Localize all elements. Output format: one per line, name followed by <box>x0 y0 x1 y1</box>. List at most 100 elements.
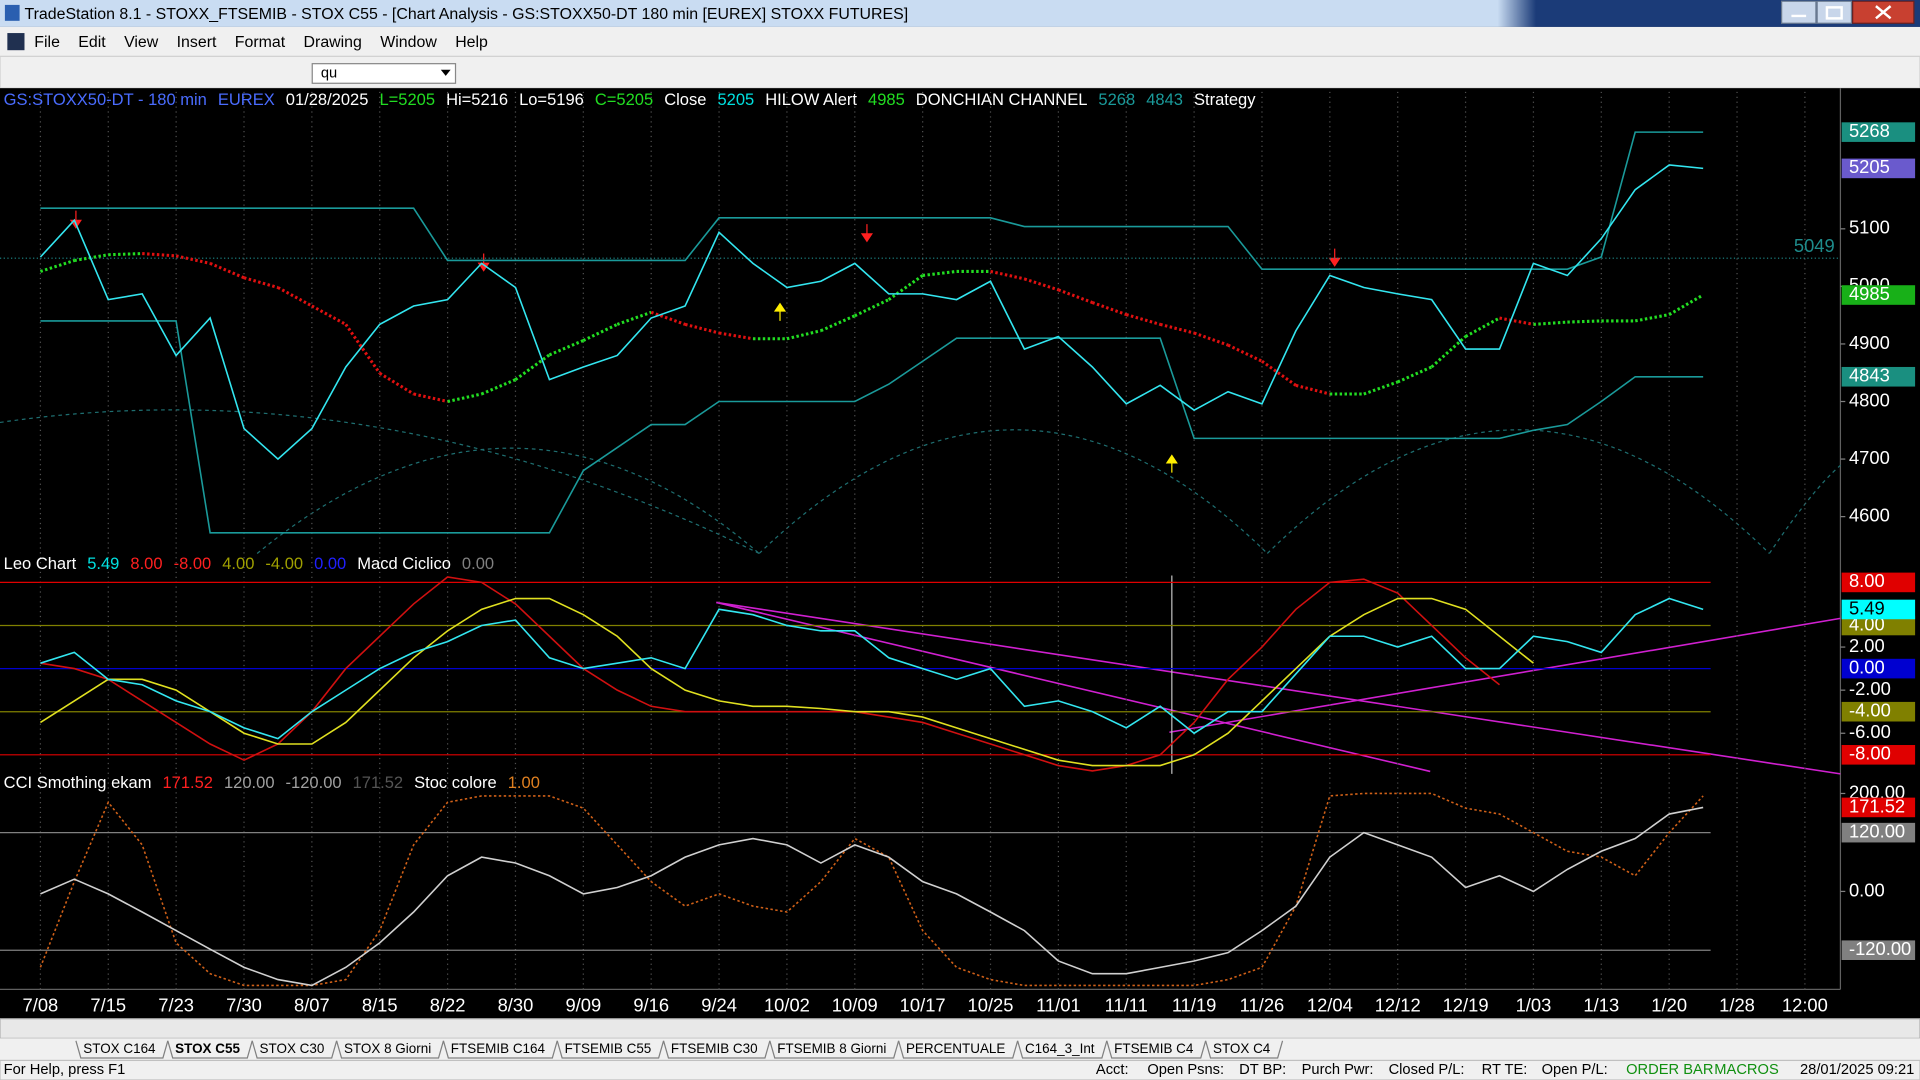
window-title: TradeStation 8.1 - STOXX_FTSEMIB - STOX … <box>24 6 908 23</box>
app-icon <box>4 4 20 21</box>
symbol-text[interactable]: qu <box>321 65 337 81</box>
y-tick-label: 4600 <box>1849 504 1890 525</box>
menu-item[interactable]: Format <box>235 34 286 51</box>
sheet-tab[interactable]: STOX C30 <box>260 1041 325 1056</box>
indicator-segment <box>74 253 109 262</box>
minimize-button[interactable] <box>1781 0 1817 24</box>
value-marker <box>1841 797 1916 818</box>
menu-item[interactable]: Insert <box>177 34 217 51</box>
tab-outline <box>336 1040 445 1059</box>
menu-item[interactable]: Help <box>455 34 488 51</box>
indicator-segment <box>39 259 75 273</box>
sheet-tab[interactable]: FTSEMIB C4 <box>1114 1041 1194 1056</box>
symbol-input[interactable] <box>311 63 457 84</box>
sheet-tab[interactable]: STOX C55 <box>175 1041 240 1056</box>
indicator-segment <box>1499 316 1534 326</box>
menu-item[interactable]: File <box>34 34 60 51</box>
indicator-segment <box>1363 380 1399 396</box>
indicator-segment <box>480 378 517 396</box>
value-marker-label: 5268 <box>1849 120 1890 141</box>
indicator-segment <box>1634 313 1670 323</box>
y-tick-label: 0.00 <box>1849 656 1885 677</box>
legend-item: GS:STOXX50-DT - 180 min <box>4 90 207 109</box>
sheet-tab[interactable]: FTSEMIB C30 <box>671 1041 758 1056</box>
y-tick-label: -4.00 <box>1849 700 1891 721</box>
x-tick-label: 1/03 <box>1516 994 1552 1015</box>
legend-item: CCI Smothing ekam <box>4 773 152 792</box>
indicator-segment <box>447 392 482 404</box>
tab-outline <box>251 1040 338 1059</box>
legend-item: -120.00 <box>286 773 342 792</box>
value-marker-label: 5205 <box>1849 156 1890 177</box>
legend-item: DONCHIAN CHANNEL <box>916 90 1088 109</box>
sheet-tab[interactable]: C164_3_Int <box>1025 1041 1095 1056</box>
legend-item: 120.00 <box>224 773 275 792</box>
tab-outline <box>167 1040 253 1059</box>
maximize-button[interactable] <box>1816 0 1853 24</box>
y-tick-label: 4700 <box>1849 447 1890 468</box>
y-tick-label: -6.00 <box>1849 721 1891 742</box>
legend-item: 4985 <box>868 90 905 109</box>
tab-outline <box>442 1040 558 1059</box>
scrollbar[interactable] <box>0 1018 1920 1039</box>
menu-item[interactable]: Window <box>380 34 437 51</box>
legend-item: L=5205 <box>379 90 435 109</box>
x-tick-label: 12/19 <box>1443 994 1489 1015</box>
chart-area <box>0 88 1920 1019</box>
value-marker-label: 4985 <box>1849 283 1890 304</box>
indicator-segment <box>311 304 347 326</box>
menu-item[interactable]: View <box>124 34 159 51</box>
legend-item: 5268 <box>1098 90 1135 109</box>
sheet-tab[interactable]: STOX C4 <box>1213 1041 1271 1056</box>
x-tick-label: 11/26 <box>1240 994 1285 1015</box>
menu-item[interactable]: Edit <box>78 34 106 51</box>
legend-item: Stoc colore <box>414 773 497 792</box>
legend-item: 171.52 <box>353 773 404 792</box>
status-bar <box>0 1059 1920 1080</box>
indicator-segment <box>1159 322 1195 335</box>
y-tick-label: 5100 <box>1849 217 1890 238</box>
legend-item: Macd Ciclico <box>357 554 451 573</box>
value-marker <box>1841 158 1916 179</box>
y-tick-label: 200.00 <box>1849 781 1905 802</box>
indicator-segment <box>1295 383 1331 396</box>
indicator-segment <box>922 269 957 277</box>
status-macros[interactable]: MACROS <box>1714 1062 1779 1078</box>
legend-item: Close <box>664 90 706 109</box>
indicator-segment <box>514 353 551 381</box>
value-marker <box>1841 366 1916 387</box>
legend-item: 4.00 <box>222 554 254 573</box>
status-order-bar[interactable]: ORDER BAR <box>1626 1062 1713 1078</box>
legend-item: -8.00 <box>174 554 212 573</box>
sheet-tab[interactable]: FTSEMIB 8 Giorni <box>777 1041 886 1056</box>
title-bar <box>0 0 1920 27</box>
tab-outline <box>75 1040 169 1059</box>
sheet-tab[interactable]: FTSEMIB C55 <box>565 1041 652 1056</box>
x-tick-label: 8/07 <box>294 994 330 1015</box>
indicator-segment <box>142 252 177 258</box>
indicator-segment <box>378 371 415 396</box>
y-tick-label: -120.00 <box>1849 938 1911 959</box>
legend-item: 4843 <box>1146 90 1183 109</box>
y-tick-label: 4900 <box>1849 332 1890 353</box>
sheet-tab[interactable]: FTSEMIB C164 <box>451 1041 546 1056</box>
legend-item: 0.00 <box>462 554 494 573</box>
indicator-segment <box>413 392 448 404</box>
menu-item[interactable]: Drawing <box>304 34 362 51</box>
x-tick-label: 10/09 <box>832 994 878 1015</box>
value-marker <box>1841 285 1916 305</box>
legend-item: Lo=5196 <box>519 90 584 109</box>
sheet-tab[interactable]: STOX 8 Giorni <box>344 1041 431 1056</box>
tick-label-box <box>1841 701 1916 722</box>
x-tick-label: 7/08 <box>23 994 59 1015</box>
tick-label-box <box>1841 572 1916 593</box>
series-line <box>40 131 1704 270</box>
value-marker-label: 5.49 <box>1849 597 1885 618</box>
sheet-tab[interactable]: STOX C164 <box>83 1041 156 1056</box>
indicator-segment <box>277 286 313 308</box>
tick-label-box <box>1841 940 1916 960</box>
sheet-tab[interactable]: PERCENTUALE <box>906 1041 1005 1056</box>
legend-item: 8.00 <box>130 554 162 573</box>
indicator-segment <box>887 274 924 301</box>
tab-outline <box>898 1040 1019 1059</box>
